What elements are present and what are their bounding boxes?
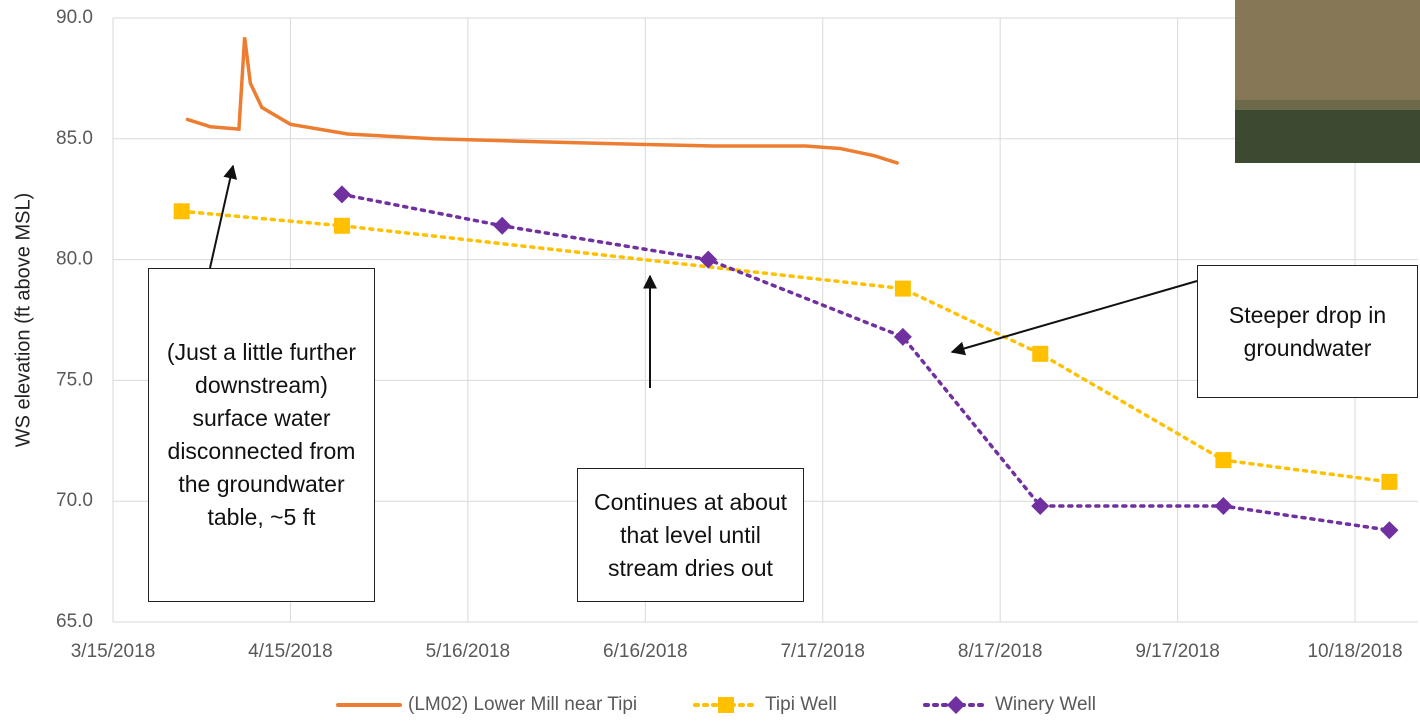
- x-tick-label: 5/16/2018: [426, 641, 511, 662]
- legend-label: (LM02) Lower Mill near Tipi: [408, 694, 637, 715]
- page: {"chart_data": {"type": "line", "y_label…: [0, 0, 1420, 722]
- x-tick-label: 8/17/2018: [958, 641, 1043, 662]
- legend-marker: [947, 696, 965, 714]
- inset-photo-field: [1235, 0, 1420, 100]
- point: [334, 218, 350, 234]
- y-tick-label: 85.0: [56, 128, 93, 149]
- point: [333, 185, 351, 203]
- x-tick-label: 4/15/2018: [248, 641, 333, 662]
- annotation: Steeper drop in groundwater: [1197, 265, 1418, 398]
- point: [1381, 474, 1397, 490]
- legend-marker: [718, 697, 734, 713]
- x-tick-label: 9/17/2018: [1135, 641, 1220, 662]
- y-tick-label: 70.0: [56, 490, 93, 511]
- x-tick-label: 7/17/2018: [780, 641, 865, 662]
- point: [493, 217, 511, 235]
- point: [895, 281, 911, 297]
- inset-photo-trees: [1235, 110, 1420, 163]
- legend-label: Winery Well: [995, 694, 1096, 715]
- legend-label: Tipi Well: [765, 694, 837, 715]
- point: [1032, 346, 1048, 362]
- y-tick-label: 65.0: [56, 611, 93, 632]
- legend-symbol: [718, 697, 734, 713]
- point: [174, 203, 190, 219]
- legend-symbol: [947, 696, 965, 714]
- y-tick-label: 90.0: [56, 7, 93, 28]
- annotation: (Just a little further downstream) surfa…: [148, 268, 375, 602]
- x-tick-label: 10/18/2018: [1307, 641, 1402, 662]
- arrow: [952, 281, 1197, 352]
- series-line: [187, 37, 897, 163]
- point: [1215, 452, 1231, 468]
- y-tick-label: 80.0: [56, 249, 93, 270]
- y-axis-title: WS elevation (ft above MSL): [12, 193, 34, 448]
- point: [894, 328, 912, 346]
- point: [1380, 521, 1398, 539]
- annotation: Continues at about that level until stre…: [577, 468, 804, 602]
- point: [1214, 497, 1232, 515]
- x-tick-label: 3/15/2018: [71, 641, 156, 662]
- y-tick-label: 75.0: [56, 369, 93, 390]
- x-tick-label: 6/16/2018: [603, 641, 688, 662]
